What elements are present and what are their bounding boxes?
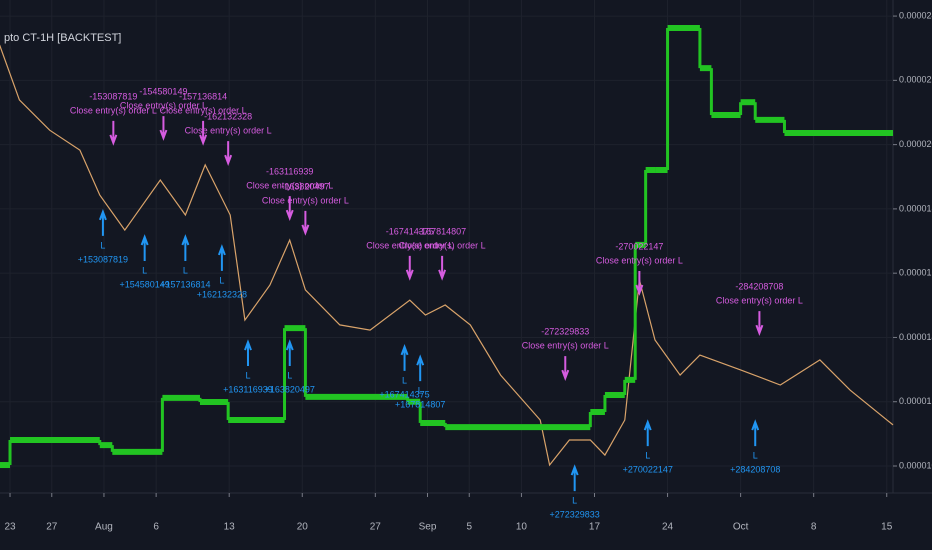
signal-arrow <box>570 464 579 492</box>
signal-text: Close entry(s) order L <box>120 100 207 110</box>
signal-text: Close entry(s) order L <box>70 105 157 115</box>
signal-id: +284208708 <box>730 464 780 474</box>
signal-text: Close entry(s) order L <box>160 105 247 115</box>
x-tick-label: Sep <box>419 522 437 533</box>
signal-arrow <box>224 141 233 167</box>
signal-id: +157136814 <box>160 279 210 289</box>
y-tick-label: 0.00002200 <box>899 75 932 85</box>
signal-id: +167414375 <box>379 389 429 399</box>
x-tick-label: 20 <box>297 522 309 533</box>
signal-arrow <box>438 255 447 281</box>
grid <box>0 0 893 493</box>
signal-id: -163820497 <box>281 181 329 191</box>
signal-arrow <box>400 344 409 371</box>
signal-arrow <box>109 120 118 146</box>
x-tick-label: Aug <box>95 522 113 533</box>
signal-arrow <box>643 419 652 447</box>
axes: 0.00001000 0.00001200 0.00001400 0.00001600… <box>4 10 932 532</box>
signal-arrow <box>181 234 190 261</box>
y-tick-label: 0.00002400 <box>899 10 932 20</box>
signal-text: Close entry(s) order L <box>716 296 803 306</box>
price-line <box>0 44 894 467</box>
chart-title: pto CT-1H [BACKTEST] <box>4 32 121 44</box>
signal-id: -167814807 <box>418 226 466 236</box>
y-tick-label: 0.00001200 <box>899 396 932 406</box>
signal-text: L <box>287 370 292 380</box>
signal-id: +272329833 <box>550 509 600 519</box>
signal-id: -154580149 <box>139 86 187 96</box>
signal-text: L <box>572 495 577 505</box>
x-tick-label: 23 <box>4 522 16 533</box>
signal-arrow <box>217 244 226 271</box>
x-tick-label: 8 <box>811 522 817 533</box>
y-tick-label: 0.00001800 <box>899 203 932 213</box>
x-tick-label: 6 <box>153 522 159 533</box>
signal-text: L <box>418 386 423 396</box>
signal-text: L <box>245 370 250 380</box>
signal-id: +154580149 <box>120 279 170 289</box>
signal-text: L <box>219 275 224 285</box>
signal-arrow <box>755 311 764 337</box>
signal-id: -167414375 <box>386 226 434 236</box>
signal-id: +270022147 <box>623 464 673 474</box>
signal-arrow <box>285 339 294 367</box>
signal-arrow <box>635 270 644 296</box>
signal-id: +163820497 <box>265 384 315 394</box>
signal-text: Close entry(s) order L <box>399 240 486 250</box>
signal-arrow <box>751 419 760 447</box>
x-tick-label: 24 <box>662 522 674 533</box>
signal-arrow <box>98 209 107 236</box>
signal-id: +153087819 <box>78 254 128 264</box>
signal-id: -162132328 <box>204 112 252 122</box>
y-tick-label: 0.00002000 <box>899 139 932 149</box>
signal-arrow <box>159 116 168 141</box>
signal-id: -157136814 <box>179 91 227 101</box>
signal-text: L <box>100 240 105 250</box>
signal-arrow <box>244 339 252 367</box>
signal-text: Close entry(s) order L <box>262 195 349 205</box>
signal-arrow <box>301 210 310 236</box>
signal-text: Close entry(s) order L <box>596 255 683 265</box>
signal-id: -153087819 <box>89 91 137 101</box>
signal-arrow <box>199 120 208 146</box>
x-tick-label: 15 <box>881 522 893 533</box>
signal-id: -163116939 <box>266 166 313 176</box>
y-tick-label: 0.00001000 <box>899 460 932 470</box>
x-tick-label: 27 <box>370 522 382 533</box>
signal-text: L <box>645 450 650 460</box>
signal-id: +163116939 <box>223 384 273 394</box>
signal-text: Close entry(s) order L <box>522 341 609 351</box>
signal-id: +167814807 <box>395 400 445 410</box>
signal-arrow <box>285 196 294 221</box>
signal-text: Close entry(s) order L <box>366 240 453 250</box>
signal-id: +162132328 <box>197 289 247 299</box>
x-tick-label: 13 <box>224 522 236 533</box>
x-tick-label: 10 <box>516 522 528 533</box>
x-tick-label: 5 <box>466 522 472 533</box>
y-tick-label: 0.00001600 <box>899 268 932 278</box>
signal-text: L <box>753 450 758 460</box>
signal-arrow <box>416 354 425 382</box>
signal-id: -270022147 <box>615 241 663 251</box>
plot <box>0 24 894 469</box>
signal-text: Close entry(s) order L <box>185 126 272 136</box>
signal-text: L <box>402 375 407 385</box>
signal-id: -272329833 <box>541 327 589 337</box>
y-tick-label: 0.00001400 <box>899 332 932 342</box>
signal-id: -284208708 <box>735 282 783 292</box>
signal-text: L <box>142 265 147 275</box>
x-tick-label: 27 <box>46 522 58 533</box>
x-tick-label: 17 <box>589 522 601 533</box>
signal-text: L <box>183 265 188 275</box>
signal-arrow <box>561 356 570 382</box>
signal-arrow <box>405 255 414 281</box>
x-tick-label: Oct <box>733 522 749 533</box>
signal-text: Close entry(s) order L <box>246 180 333 190</box>
signal-arrow <box>140 234 149 261</box>
